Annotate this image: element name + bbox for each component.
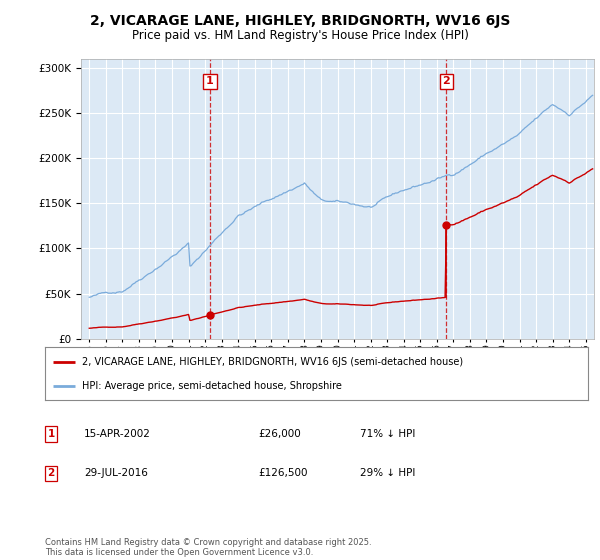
Text: 2, VICARAGE LANE, HIGHLEY, BRIDGNORTH, WV16 6JS: 2, VICARAGE LANE, HIGHLEY, BRIDGNORTH, W… [90, 14, 510, 28]
Text: 1: 1 [47, 429, 55, 439]
Text: 2: 2 [442, 76, 450, 86]
Text: 2, VICARAGE LANE, HIGHLEY, BRIDGNORTH, WV16 6JS (semi-detached house): 2, VICARAGE LANE, HIGHLEY, BRIDGNORTH, W… [82, 357, 463, 367]
Text: 29-JUL-2016: 29-JUL-2016 [84, 468, 148, 478]
Text: £126,500: £126,500 [258, 468, 308, 478]
Text: 2: 2 [47, 468, 55, 478]
Text: Contains HM Land Registry data © Crown copyright and database right 2025.
This d: Contains HM Land Registry data © Crown c… [45, 538, 371, 557]
Text: Price paid vs. HM Land Registry's House Price Index (HPI): Price paid vs. HM Land Registry's House … [131, 29, 469, 42]
Text: 1: 1 [206, 76, 214, 86]
Text: 29% ↓ HPI: 29% ↓ HPI [360, 468, 415, 478]
Text: 15-APR-2002: 15-APR-2002 [84, 429, 151, 439]
Text: HPI: Average price, semi-detached house, Shropshire: HPI: Average price, semi-detached house,… [82, 381, 342, 391]
Text: 71% ↓ HPI: 71% ↓ HPI [360, 429, 415, 439]
Text: £26,000: £26,000 [258, 429, 301, 439]
